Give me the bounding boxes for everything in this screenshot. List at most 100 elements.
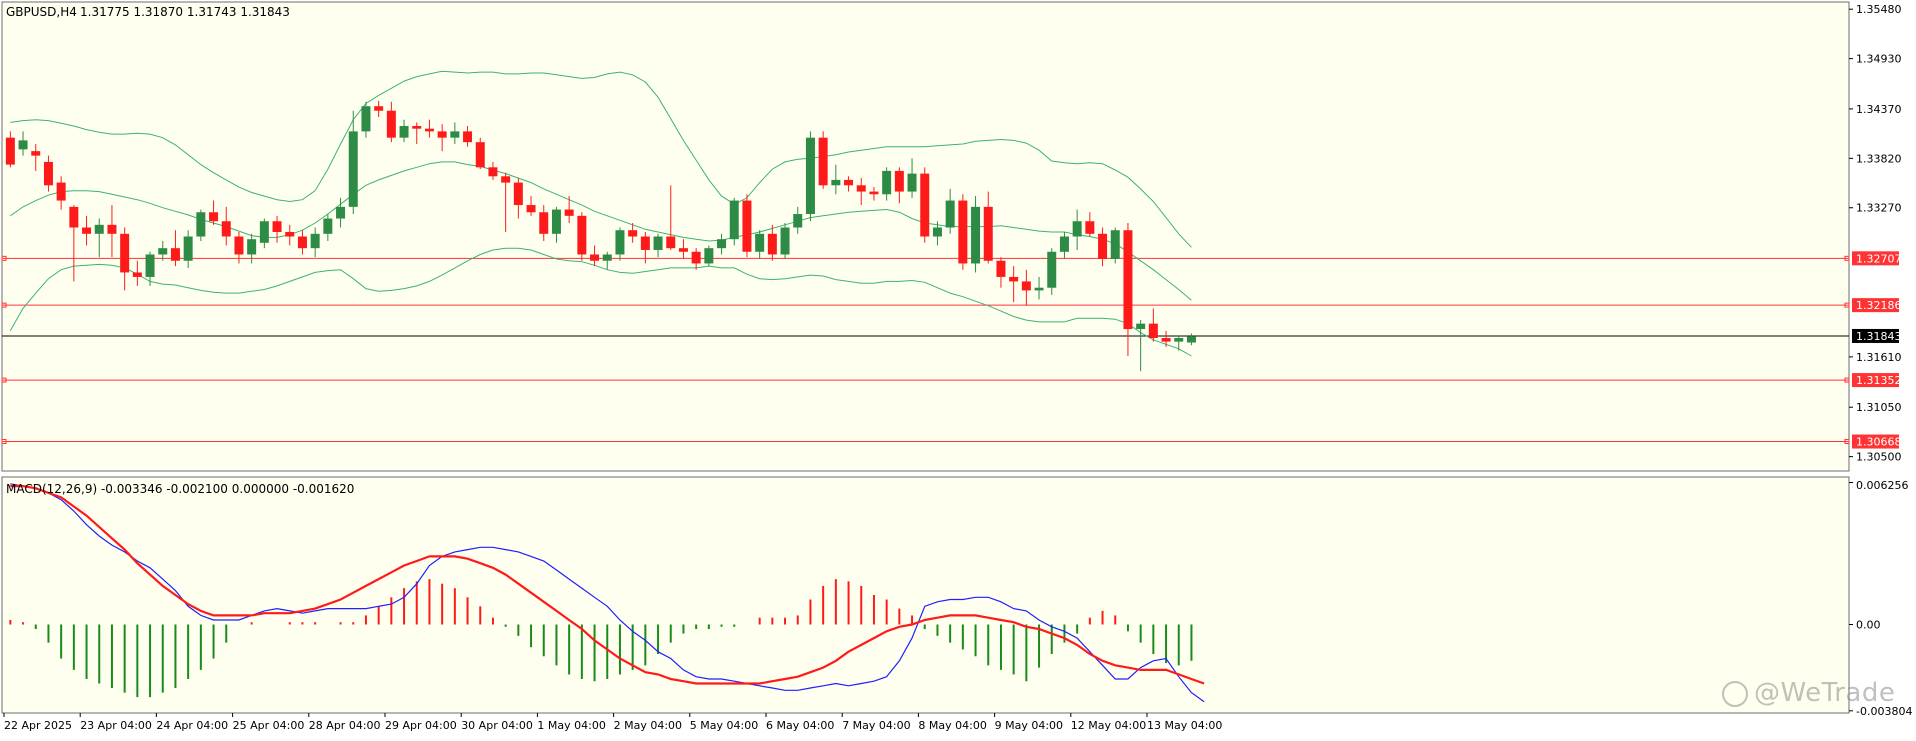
level-anchor-right [1844,377,1850,383]
time-axis-label: 6 May 04:00 [766,719,834,732]
candle-bearish [526,205,536,213]
candle-bearish [285,232,295,237]
candle-bearish [678,248,688,252]
candle-bullish [336,206,346,219]
price-axis-label: 1.33820 [1856,152,1902,165]
candle-bullish [615,230,625,255]
macd-pane [9,483,1205,703]
candle-bullish [932,227,942,237]
macd-header: MACD(12,26,9) -0.003346 -0.002100 0.0000… [6,482,354,496]
bollinger-upper-band [10,70,1192,248]
price-axis-label: 1.34370 [1856,103,1902,116]
signal-line [10,485,1205,685]
candle-bullish [1186,336,1196,343]
time-axis-label: 22 Apr 2025 [4,719,72,732]
candle-bearish [628,230,638,237]
time-axis-label: 2 May 04:00 [614,719,682,732]
candle-bullish [1047,251,1057,288]
candle-bearish [920,173,930,237]
candle-bullish [717,239,727,249]
wetrade-logo-icon [1722,680,1748,707]
level-anchor-left [1,377,7,383]
macd-axis-label: 0.006256 [1856,479,1909,492]
level-price-label: 1.31352 [1856,374,1902,387]
candle-bullish [907,173,917,192]
candle-bearish [437,131,447,138]
macd-line [10,483,1205,703]
candle-bearish [69,206,79,228]
candle-bearish [666,236,676,249]
level-price-label: 1.32707 [1856,252,1902,265]
watermark-text: @WeTrade [1754,678,1896,708]
time-axis-label: 12 May 04:00 [1071,719,1146,732]
time-axis-label: 5 May 04:00 [690,719,758,732]
candle-bullish [1059,236,1069,252]
level-anchor-right [1844,302,1850,308]
candle-bearish [107,224,117,234]
time-axis-label: 24 Apr 04:00 [156,719,228,732]
time-axis-label: 29 Apr 04:00 [385,719,457,732]
candle-bearish [767,233,777,255]
level-price-tag [1852,298,1899,313]
current-price-tag [1852,328,1899,343]
candle-bullish [1034,287,1044,291]
candle-bullish [1072,221,1082,237]
candle-bullish [94,224,104,234]
time-axis-label: 1 May 04:00 [537,719,605,732]
candle-bearish [424,128,434,132]
candle-bearish [996,260,1006,277]
time-axis-label: 23 Apr 04:00 [80,719,152,732]
level-anchor-left [1,439,7,445]
candle-bearish [488,167,498,177]
candle-bullish [793,214,803,228]
candle-bearish [590,254,600,261]
bollinger-lower-band [9,247,1192,357]
level-price-tag [1852,373,1899,388]
level-anchor-left [1,255,7,261]
price-axis-label: 1.35480 [1856,3,1902,16]
price-axis-label: 1.30500 [1856,451,1902,464]
candle-bullish [450,131,460,138]
candle-bullish [310,233,320,249]
candle-bullish [729,200,739,240]
candle-bullish [945,200,955,228]
candle-bullish [805,137,815,215]
time-axis-label: 7 May 04:00 [842,719,910,732]
time-axis-label: 9 May 04:00 [995,719,1063,732]
price-axis-label: 1.31050 [1856,401,1902,414]
candle-bullish [18,140,28,150]
candle-bullish [399,125,409,138]
candle-bearish [31,151,41,156]
candle-bearish [1161,338,1171,342]
candle-bearish [475,142,485,168]
candle-bearish [539,212,549,234]
candle-bullish [704,248,714,264]
candle-bearish [564,209,574,216]
candle-bearish [132,272,142,277]
axes: 1.32707 1.32186 1.31352 1.30668 1.31843 1.354… [3,3,1912,732]
price-axis-label: 1.33270 [1856,202,1902,215]
candle-bullish [247,239,257,255]
watermark: @WeTrade [1722,678,1895,708]
price-axis-label: 1.34930 [1856,53,1902,66]
candle-bearish [82,227,92,234]
price-header-symbol: GBPUSD,H4 [6,5,77,19]
candle-bearish [386,110,396,138]
candle-bearish [209,212,219,222]
level-price-tag [1852,251,1899,266]
level-anchor-right [1844,255,1850,261]
candle-bullish [882,170,892,195]
candle-bearish [844,179,854,186]
candle-bearish [894,170,904,192]
time-axis-label: 28 Apr 04:00 [309,719,381,732]
candle-bearish [5,137,15,165]
candle-bearish [412,125,422,129]
candle-bearish [818,137,828,186]
candle-bearish [501,176,511,183]
candle-bullish [831,179,841,186]
candle-bullish [1136,323,1146,330]
candle-bullish [183,236,193,261]
candle-bullish [755,233,765,252]
